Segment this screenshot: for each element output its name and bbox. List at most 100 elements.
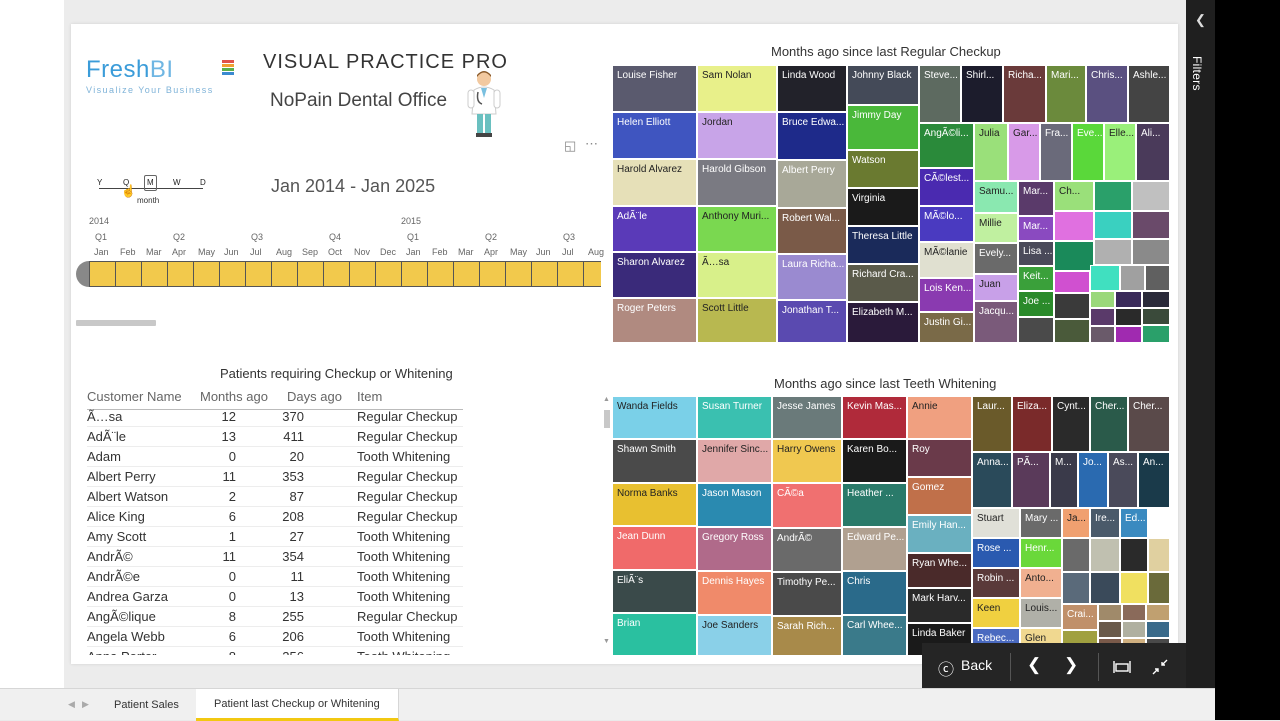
treemap-tile[interactable]: Carl Whee... [842, 615, 907, 656]
treemap-tile[interactable] [1090, 291, 1115, 308]
treemap-tile[interactable]: Harold Gibson [697, 159, 777, 206]
timeline-cell[interactable] [297, 262, 323, 286]
treemap-tile[interactable]: Ire... [1090, 508, 1120, 538]
timeline-cell[interactable] [193, 262, 219, 286]
treemap-tile[interactable]: Jean Dunn [612, 526, 697, 570]
treemap-tile[interactable]: AdÃ¨le [612, 206, 697, 252]
treemap-tile[interactable]: Sharon Alvarez [612, 252, 697, 298]
treemap-tile[interactable]: Scott Little [697, 298, 777, 343]
treemap-tile[interactable] [1098, 621, 1122, 638]
timeline-cell[interactable] [89, 262, 115, 286]
treemap-tile[interactable] [1115, 326, 1142, 343]
treemap-tile[interactable]: Anthony Muri... [697, 206, 777, 252]
treemap-tile[interactable] [1122, 604, 1146, 621]
timeline-cell[interactable] [219, 262, 245, 286]
treemap-tile[interactable]: Mar... [1018, 181, 1054, 216]
treemap-tile[interactable] [1132, 211, 1170, 239]
treemap-tile[interactable] [1090, 572, 1120, 604]
treemap-tile[interactable] [1122, 621, 1146, 638]
treemap-tile[interactable]: Cher... [1090, 396, 1128, 452]
treemap-tile[interactable] [1062, 538, 1090, 572]
treemap-tile[interactable]: Elizabeth M... [847, 302, 919, 343]
timeline-cell[interactable] [271, 262, 297, 286]
treemap-tile[interactable]: Laura Richa... [777, 254, 847, 300]
treemap-tile[interactable]: Jonathan T... [777, 300, 847, 343]
focus-mode-icon[interactable]: ◱ [564, 138, 577, 153]
treemap-tile[interactable]: Jason Mason [697, 483, 772, 527]
granularity-y[interactable]: Y [97, 178, 103, 187]
granularity-m[interactable]: M [147, 178, 154, 187]
treemap-tile[interactable]: Cher... [1128, 396, 1170, 452]
treemap-tile[interactable] [1054, 271, 1090, 293]
treemap-tile[interactable]: Richa... [1003, 65, 1046, 123]
tab-patient-last-checkup[interactable]: Patient last Checkup or Whitening [196, 689, 399, 721]
treemap-tile[interactable]: Jennifer Sinc... [697, 439, 772, 483]
timeline-cell[interactable] [115, 262, 141, 286]
treemap-tile[interactable] [1148, 538, 1170, 572]
treemap-tile[interactable] [1018, 317, 1054, 343]
treemap-tile[interactable] [1090, 326, 1115, 343]
treemap-tile[interactable]: Timothy Pe... [772, 572, 842, 616]
timeline-cell[interactable] [245, 262, 271, 286]
exit-focus-icon[interactable] [1151, 658, 1169, 676]
treemap-tile[interactable]: Lisa ... [1018, 241, 1054, 266]
treemap-tile[interactable] [1115, 291, 1142, 308]
tab-patient-sales[interactable]: Patient Sales [96, 689, 198, 721]
treemap-tile[interactable]: Laur... [972, 396, 1012, 452]
treemap-tile[interactable] [1054, 319, 1090, 343]
treemap-tile[interactable]: Ã…sa [697, 252, 777, 298]
treemap-tile[interactable] [1120, 538, 1148, 572]
treemap-tile[interactable]: Shawn Smith [612, 439, 697, 483]
treemap-tile[interactable] [1090, 538, 1120, 572]
treemap-tile[interactable]: Helen Elliott [612, 112, 697, 159]
treemap-tile[interactable] [1120, 572, 1148, 604]
timeline-cells[interactable] [89, 261, 601, 287]
treemap-tile[interactable]: Sarah Rich... [772, 616, 842, 656]
treemap-tile[interactable] [1054, 241, 1094, 271]
treemap-tile[interactable] [1120, 265, 1145, 291]
chevron-left-icon[interactable]: ❮ [1195, 12, 1206, 27]
col-months-ago[interactable]: Months ago [200, 389, 268, 404]
granularity-q[interactable]: Q [123, 178, 130, 187]
treemap-tile[interactable]: MÃ©lo... [919, 206, 974, 242]
treemap-tile[interactable]: Susan Turner [697, 396, 772, 439]
treemap-tile[interactable] [1090, 265, 1120, 291]
treemap-tile[interactable] [1098, 604, 1122, 621]
timeline-cell[interactable] [427, 262, 453, 286]
treemap-tile[interactable]: AngÃ©li... [919, 123, 974, 168]
treemap-tile[interactable]: Roy [907, 439, 972, 477]
treemap-tile[interactable]: Chris [842, 571, 907, 615]
chevron-left-icon[interactable]: ❮ [1027, 655, 1042, 674]
treemap-tile[interactable]: M... [1050, 452, 1078, 508]
treemap-tile[interactable]: Annie [907, 396, 972, 439]
col-days-ago[interactable]: Days ago [287, 389, 342, 404]
treemap-tile[interactable] [1094, 181, 1132, 211]
table-row[interactable]: Ã…sa 12 370 Regular Checkup [87, 407, 463, 427]
treemap-tile[interactable]: Mar... [1018, 216, 1054, 241]
treemap-tile[interactable] [1090, 308, 1115, 326]
treemap-tile[interactable]: Mary ... [1020, 508, 1062, 538]
treemap-tile[interactable]: Theresa Little [847, 226, 919, 264]
treemap-tile[interactable]: Eliza... [1012, 396, 1052, 452]
treemap-tile[interactable]: Albert Perry [777, 160, 847, 208]
treemap-tile[interactable]: Justin Gi... [919, 312, 974, 343]
treemap-tile[interactable]: Heather ... [842, 483, 907, 527]
treemap-tile[interactable]: Norma Banks [612, 483, 697, 526]
fit-to-page-icon[interactable] [1113, 659, 1131, 675]
treemap-tile[interactable]: Gar... [1008, 123, 1040, 181]
scroll-thumb[interactable] [604, 410, 610, 428]
filters-pane[interactable]: ❮ Filters [1186, 0, 1215, 688]
treemap-tile[interactable]: Eve... [1072, 123, 1104, 181]
treemap-tile[interactable]: Karen Bo... [842, 439, 907, 483]
treemap-tile[interactable]: Ashle... [1128, 65, 1170, 123]
treemap-tile[interactable]: Samu... [974, 181, 1018, 213]
treemap-tile[interactable]: CÃ©a [772, 483, 842, 528]
treemap-tile[interactable]: Cynt... [1052, 396, 1090, 452]
treemap-tile[interactable]: Millie [974, 213, 1018, 243]
treemap-tile[interactable]: Gomez [907, 477, 972, 515]
table-scrollbar[interactable]: ▲ ▼ [603, 388, 611, 650]
treemap-tile[interactable] [1142, 325, 1170, 343]
table-row[interactable]: Alice King 6 208 Regular Checkup [87, 507, 463, 527]
filters-label[interactable]: Filters [1190, 56, 1204, 91]
treemap-tile[interactable]: Joe ... [1018, 291, 1054, 317]
